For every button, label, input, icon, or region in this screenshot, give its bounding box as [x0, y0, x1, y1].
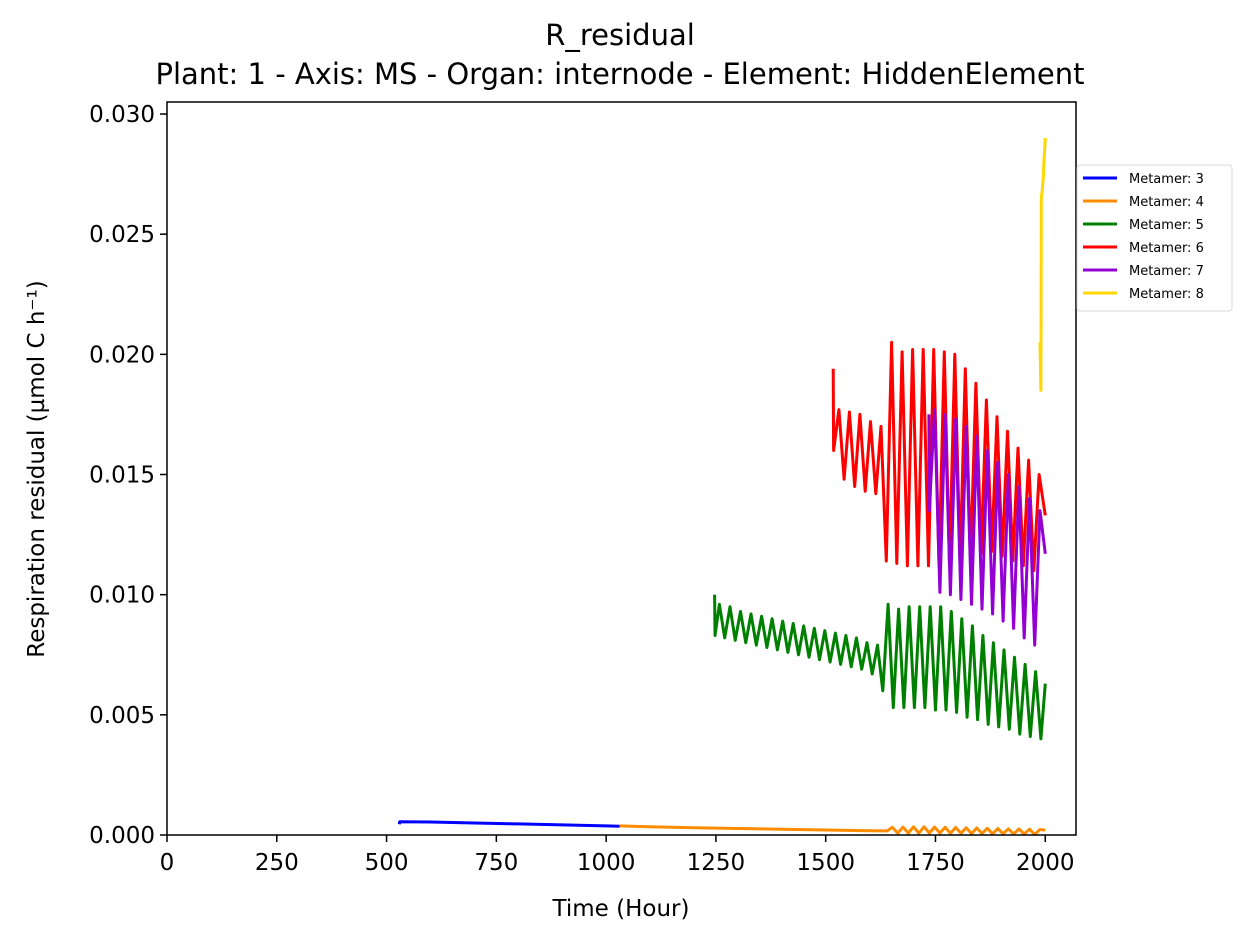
- y-tick-label: 0.015: [89, 463, 155, 489]
- y-axis-label: Respiration residual (µmol C h⁻¹): [24, 280, 50, 658]
- legend-label: Metamer: 8: [1129, 287, 1204, 302]
- x-tick-label: 1500: [796, 850, 855, 876]
- series-line-1: [397, 820, 620, 828]
- x-tick-label: 750: [474, 850, 518, 876]
- series-line-6: [1038, 137, 1047, 392]
- y-tick-label: 0.005: [89, 703, 155, 729]
- legend: Metamer: 3 Metamer: 4 Metamer: 5 Metamer: 6…: [1076, 164, 1233, 312]
- y-tick-label: 0.000: [89, 823, 155, 849]
- chart-subtitle: Plant: 1 - Axis: MS - Organ: internode -…: [155, 57, 1084, 91]
- x-tick-label: 1750: [906, 850, 965, 876]
- x-tick-label: 1000: [577, 850, 636, 876]
- x-tick-label: 250: [255, 850, 299, 876]
- legend-label: Metamer: 5: [1129, 218, 1204, 233]
- legend-label: Metamer: 6: [1129, 241, 1204, 256]
- y-tick-label: 0.010: [89, 583, 155, 609]
- series-line-2: [619, 824, 1046, 836]
- x-tick-label: 0: [160, 850, 175, 876]
- x-axis-label: Time (Hour): [552, 896, 690, 922]
- y-tick-label: 0.030: [89, 102, 155, 128]
- x-tick-label: 500: [365, 850, 409, 876]
- legend-label: Metamer: 4: [1129, 195, 1204, 210]
- y-tick-label: 0.020: [89, 342, 155, 368]
- series-layer: [397, 137, 1047, 836]
- x-tick-label: 2000: [1016, 850, 1075, 876]
- x-tick-label: 1250: [687, 850, 746, 876]
- y-tick-label: 0.025: [89, 222, 155, 248]
- legend-label: Metamer: 7: [1129, 264, 1204, 279]
- legend-label: Metamer: 3: [1129, 172, 1204, 187]
- chart-title: R_residual: [545, 18, 695, 52]
- series-line-5: [927, 408, 1047, 647]
- series-line-3: [713, 594, 1047, 741]
- plot-frame: [166, 101, 1077, 836]
- ticks-layer: 0 250 500 750 1000 1250 1500 1750 2000 0.000 0.005…: [89, 102, 1074, 876]
